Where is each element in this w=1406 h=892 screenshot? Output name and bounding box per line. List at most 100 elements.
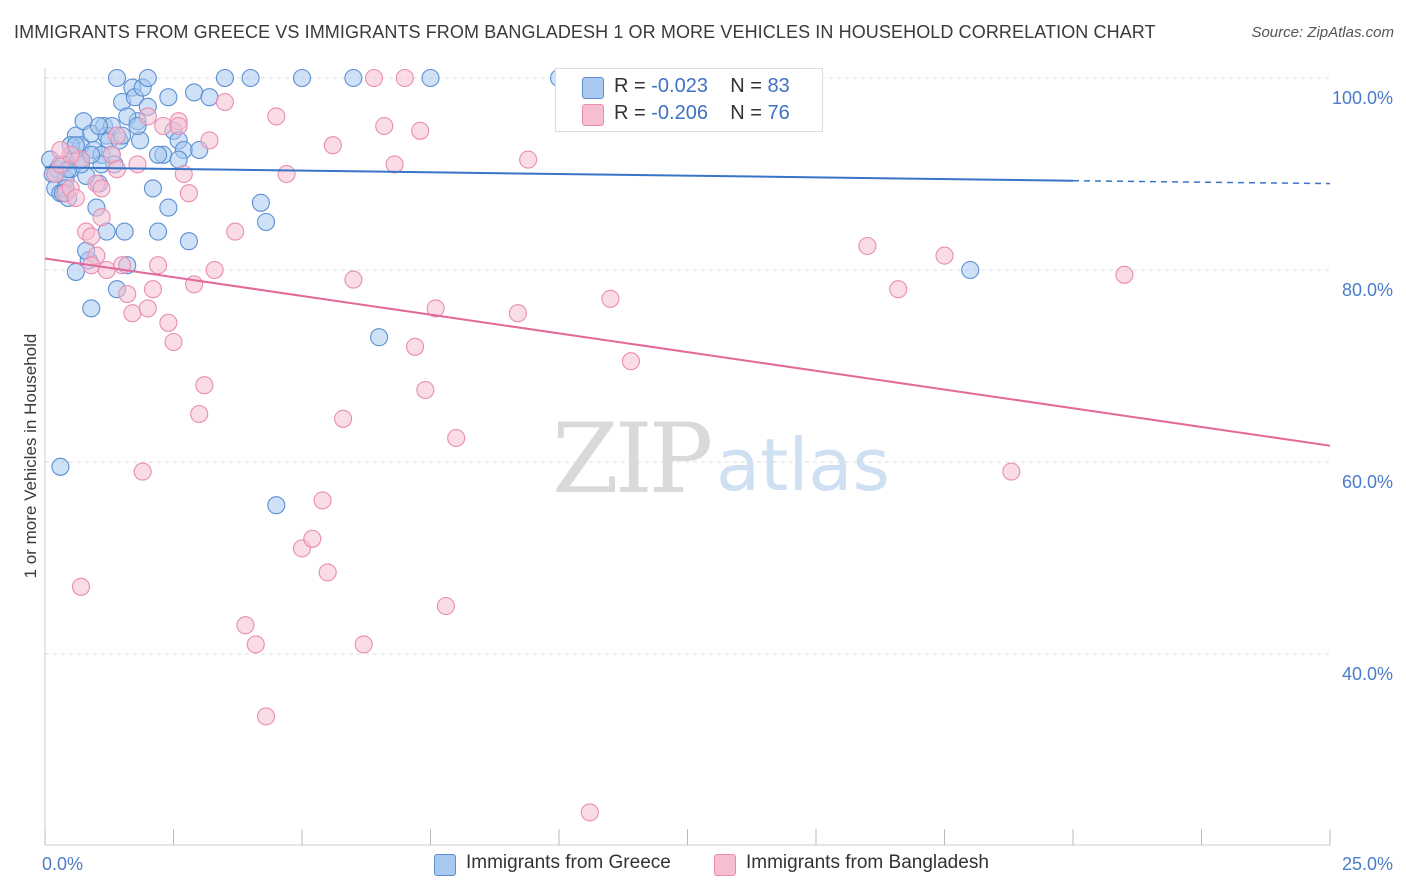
- bangladesh-point: [508, 304, 527, 323]
- bangladesh-point: [436, 596, 455, 616]
- greece-point: [149, 222, 168, 241]
- bangladesh-r-value: -0.206: [651, 102, 708, 124]
- bangladesh-point: [71, 577, 91, 596]
- greece-point: [179, 232, 198, 251]
- bangladesh-point: [267, 107, 286, 126]
- bangladesh-point: [236, 616, 255, 635]
- chart-title: IMMIGRANTS FROM GREECE VS IMMIGRANTS FRO…: [14, 22, 1156, 42]
- greece-swatch: [582, 77, 604, 99]
- bangladesh-point: [256, 707, 276, 726]
- bangladesh-point: [344, 270, 363, 289]
- gridlines: [45, 77, 1330, 655]
- bangladesh-point: [375, 116, 394, 136]
- y-tick-label: 60.0%: [1342, 472, 1393, 492]
- greece-trend-extension: [1072, 179, 1331, 185]
- greece-point: [66, 262, 85, 281]
- bangladesh-point: [318, 563, 337, 582]
- greece-point: [143, 179, 162, 198]
- bangladesh-point: [385, 155, 404, 174]
- bangladesh-point: [190, 404, 209, 424]
- bangladesh-point: [92, 179, 111, 198]
- bangladesh-point: [92, 208, 111, 227]
- watermark-zip: ZIP: [552, 403, 711, 515]
- bangladesh-point: [935, 246, 954, 265]
- legend-greece-label: Immigrants from Greece: [466, 852, 671, 873]
- greece-point: [251, 193, 270, 212]
- greece-point: [107, 68, 127, 88]
- bangladesh-point: [51, 140, 70, 160]
- greece-trend-line: [44, 166, 1074, 182]
- bangladesh-point: [169, 116, 188, 136]
- bangladesh-point: [123, 304, 142, 323]
- y-tick-label: 80.0%: [1342, 280, 1393, 300]
- greece-point: [159, 198, 178, 217]
- bangladesh-point: [601, 289, 620, 308]
- bangladesh-point: [858, 236, 877, 256]
- bangladesh-swatch: [582, 104, 604, 126]
- legend-bangladesh-label: Immigrants from Bangladesh: [746, 852, 989, 873]
- legend-greece-swatch: [434, 854, 456, 876]
- y-tick-label: 100.0%: [1332, 88, 1393, 108]
- bangladesh-point: [179, 184, 198, 203]
- y-tick-label: 40.0%: [1342, 664, 1393, 684]
- bangladesh-point: [205, 260, 224, 280]
- bangladesh-point: [580, 803, 599, 822]
- legend-bangladesh-swatch: [714, 854, 736, 876]
- bangladesh-point: [200, 131, 219, 150]
- bangladesh-point: [411, 121, 430, 140]
- bangladesh-point: [226, 222, 245, 241]
- greece-point: [370, 328, 389, 347]
- bangladesh-point: [66, 188, 85, 208]
- bangladesh-point: [395, 68, 414, 88]
- bangladesh-point: [149, 256, 168, 275]
- bangladesh-point: [97, 260, 116, 280]
- trend-lines: [44, 166, 1331, 447]
- x-tick-labels: 0.0% 25.0%: [42, 854, 1393, 874]
- greece-point: [115, 222, 134, 241]
- chart-source: Source: ZipAtlas.com: [1251, 24, 1394, 41]
- greece-point: [138, 68, 157, 88]
- greece-point: [185, 83, 204, 102]
- greece-point: [421, 68, 440, 88]
- bangladesh-point: [138, 107, 157, 126]
- bangladesh-point: [128, 155, 147, 174]
- bangladesh-point: [447, 428, 466, 448]
- greece-point: [267, 496, 286, 515]
- bangladesh-point: [406, 337, 425, 356]
- stats-box: R = -0.023 N = 83 R = -0.206 N = 76: [555, 68, 823, 132]
- bangladesh-point: [143, 280, 162, 299]
- greece-r-label: R =: [614, 75, 652, 97]
- bangladesh-point: [215, 92, 234, 112]
- bangladesh-point: [426, 299, 445, 318]
- greece-n-label: N =: [730, 75, 768, 97]
- greece-point: [89, 116, 109, 136]
- bangladesh-point: [621, 352, 641, 371]
- bangladesh-point: [164, 332, 183, 352]
- greece-point: [159, 88, 178, 107]
- greece-point: [215, 68, 234, 88]
- y-tick-labels: 100.0% 80.0% 60.0% 40.0%: [1332, 88, 1393, 684]
- greece-point: [344, 68, 363, 88]
- bangladesh-point: [303, 529, 322, 548]
- bangladesh-n-value: 76: [767, 102, 790, 124]
- bangladesh-point: [138, 299, 157, 318]
- x-tick-label: 25.0%: [1342, 854, 1393, 874]
- bangladesh-point: [195, 376, 214, 395]
- greece-n-value: 83: [767, 75, 790, 97]
- watermark-atlas: atlas: [716, 423, 890, 507]
- bangladesh-point: [889, 280, 908, 299]
- greece-point: [241, 68, 260, 88]
- axes: [44, 68, 1331, 846]
- greece-point: [149, 145, 168, 164]
- bangladesh-point: [334, 409, 353, 428]
- greece-point: [82, 299, 101, 318]
- bangladesh-point: [1002, 462, 1021, 481]
- bangladesh-point: [519, 150, 538, 169]
- bangladesh-trend-line: [44, 257, 1331, 447]
- bangladesh-point: [354, 635, 373, 654]
- greece-point: [961, 260, 980, 280]
- bangladesh-point: [154, 116, 173, 136]
- bangladesh-point: [364, 68, 384, 88]
- bangladesh-point: [1115, 265, 1134, 284]
